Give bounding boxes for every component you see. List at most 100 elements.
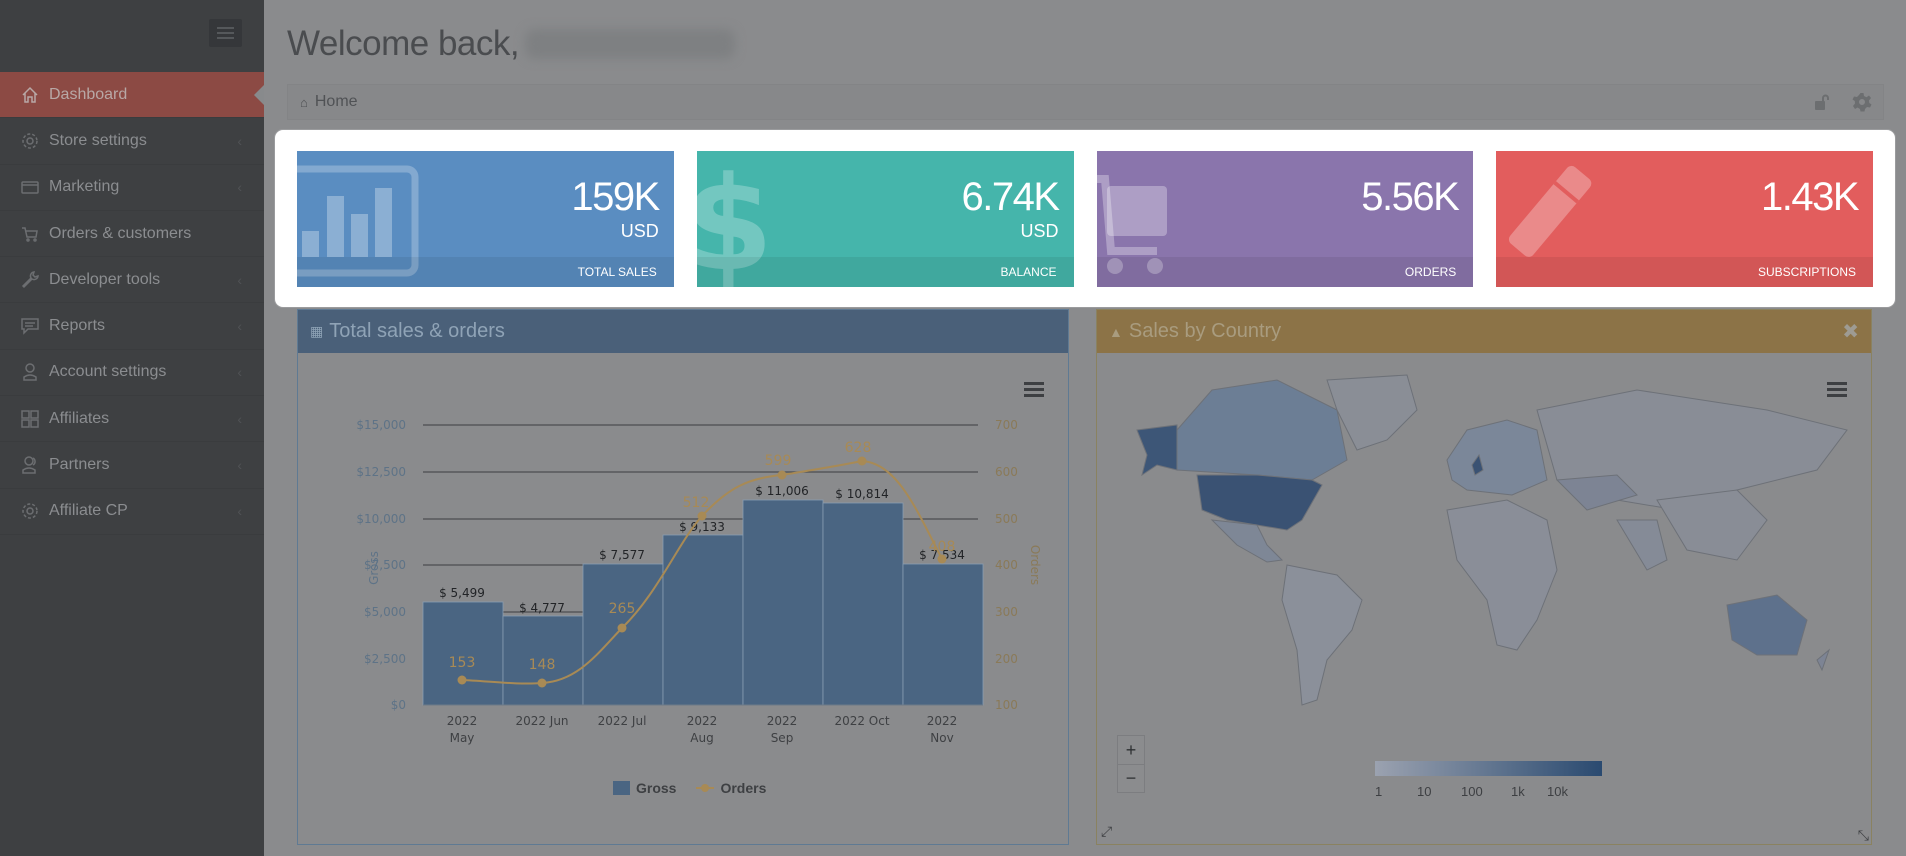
- stat-value: 6.74K: [961, 175, 1060, 219]
- bank-icon: ▲: [1109, 323, 1123, 340]
- legend-label: Gross: [636, 780, 677, 796]
- resize-icon[interactable]: ⤡: [1857, 827, 1869, 843]
- svg-text:$ 11,006: $ 11,006: [755, 484, 808, 498]
- menu-bar: [217, 32, 234, 34]
- svg-text:$5,000: $5,000: [364, 605, 406, 619]
- sidebar-item-dashboard[interactable]: Dashboard: [0, 72, 264, 119]
- breadcrumb-home-link[interactable]: Home: [314, 93, 358, 110]
- sidebar-nav: Dashboard Store settings ‹ Marketing ‹ O…: [0, 72, 264, 535]
- chevron-left-icon: ‹: [237, 364, 242, 381]
- chart-icon: ▦: [310, 323, 324, 339]
- svg-text:2022: 2022: [687, 714, 718, 728]
- sidebar: Dashboard Store settings ‹ Marketing ‹ O…: [0, 0, 264, 856]
- zoom-out-button[interactable]: −: [1118, 764, 1144, 792]
- breadcrumb: ⌂ Home: [287, 84, 1884, 120]
- dollar-icon: $: [697, 151, 767, 287]
- map-menu-button[interactable]: [1827, 382, 1847, 397]
- svg-text:400: 400: [995, 558, 1018, 572]
- svg-text:$15,000: $15,000: [356, 418, 406, 432]
- chat-icon: [19, 315, 41, 337]
- page-title: Welcome back,: [287, 24, 736, 64]
- sidebar-item-label: Partners: [49, 456, 110, 474]
- sidebar-item-affiliates[interactable]: Affiliates ‹: [0, 396, 264, 443]
- stat-unit: USD: [1020, 221, 1059, 241]
- home-icon: ⌂: [300, 94, 308, 110]
- svg-text:Nov: Nov: [930, 731, 953, 745]
- svg-text:$ 9,133: $ 9,133: [679, 520, 725, 534]
- sidebar-toggle-button[interactable]: [209, 19, 242, 47]
- zoom-in-button[interactable]: +: [1125, 739, 1137, 760]
- pencil-icon: [1509, 165, 1592, 257]
- svg-text:$ 5,499: $ 5,499: [439, 586, 485, 600]
- unlock-icon[interactable]: [1811, 91, 1833, 113]
- stat-value: 159K: [571, 175, 660, 219]
- gear-icon[interactable]: [1851, 91, 1873, 113]
- svg-text:Gross: Gross: [367, 551, 381, 585]
- menu-bar: [1827, 388, 1847, 391]
- svg-text:2022 Jun: 2022 Jun: [515, 714, 568, 728]
- svg-text:100: 100: [995, 698, 1018, 712]
- sidebar-item-label: Developer tools: [49, 270, 161, 288]
- sidebar-item-label: Marketing: [49, 178, 120, 196]
- stats-tiles: 159K USD TOTAL SALES $ 6.74K USD BALANCE…: [275, 130, 1895, 307]
- svg-text:500: 500: [995, 512, 1018, 526]
- chart-menu-button[interactable]: [1024, 382, 1044, 397]
- stat-tile-subscriptions[interactable]: 1.43K SUBSCRIPTIONS: [1496, 151, 1873, 287]
- svg-text:$12,500: $12,500: [356, 465, 406, 479]
- sidebar-item-reports[interactable]: Reports ‹: [0, 303, 264, 350]
- chevron-left-icon: ‹: [237, 132, 242, 149]
- panel-header: ▦ Total sales & orders: [298, 310, 1068, 353]
- svg-text:300: 300: [995, 605, 1018, 619]
- svg-text:2022 Oct: 2022 Oct: [834, 714, 889, 728]
- chevron-left-icon: ‹: [237, 503, 242, 520]
- svg-text:700: 700: [995, 418, 1018, 432]
- color-axis-labels: 1 10 100 1k 10k: [1367, 784, 1617, 800]
- sidebar-item-affiliate-cp[interactable]: Affiliate CP ‹: [0, 489, 264, 535]
- panel-title: Sales by Country: [1128, 320, 1282, 342]
- sidebar-item-orders-customers[interactable]: Orders & customers: [0, 211, 264, 258]
- world-map[interactable]: [1117, 370, 1857, 730]
- svg-text:$0: $0: [391, 698, 406, 712]
- svg-text:Orders: Orders: [1028, 545, 1042, 585]
- sidebar-item-partners[interactable]: Partners ‹: [0, 442, 264, 489]
- svg-text:$10,000: $10,000: [356, 512, 406, 526]
- legend-gross[interactable]: Gross: [613, 780, 676, 796]
- users-icon: [19, 454, 41, 476]
- svg-text:265: 265: [609, 601, 636, 617]
- color-axis-gradient: [1375, 761, 1602, 776]
- stat-tile-balance[interactable]: $ 6.74K USD BALANCE: [696, 151, 1074, 287]
- sidebar-item-label: Account settings: [49, 363, 167, 381]
- svg-text:Aug: Aug: [690, 731, 713, 745]
- panel-title: Total sales & orders: [329, 320, 505, 342]
- svg-text:2022: 2022: [927, 714, 958, 728]
- sidebar-item-marketing[interactable]: Marketing ‹: [0, 165, 264, 211]
- sales-by-country-panel: ▲ Sales by Country ✖: [1096, 309, 1872, 845]
- stat-tile-orders[interactable]: 5.56K ORDERS: [1096, 151, 1474, 287]
- chevron-left-icon: ‹: [237, 179, 242, 196]
- chart-legend: Gross Orders: [613, 780, 766, 796]
- svg-text:2022: 2022: [767, 714, 798, 728]
- menu-bar: [217, 27, 234, 29]
- menu-bar: [1827, 394, 1847, 397]
- close-icon[interactable]: ✖: [1842, 321, 1859, 343]
- sidebar-item-label: Dashboard: [49, 85, 128, 103]
- sidebar-item-account-settings[interactable]: Account settings ‹: [0, 350, 264, 397]
- sales-chart: $15,000 $12,500 $10,000 $7,500 $5,000 $2…: [356, 418, 1042, 745]
- color-axis-label: 1: [1375, 784, 1383, 799]
- svg-text:$ 4,777: $ 4,777: [519, 601, 565, 615]
- legend-line-marker: [696, 784, 715, 792]
- home-icon: [19, 84, 41, 106]
- stat-value: 1.43K: [1760, 175, 1860, 219]
- svg-text:628: 628: [845, 440, 872, 456]
- color-axis-label: 100: [1461, 784, 1483, 799]
- sidebar-item-label: Store settings: [49, 131, 147, 149]
- stat-tile-total-sales[interactable]: 159K USD TOTAL SALES: [297, 151, 674, 287]
- user-icon: [19, 361, 41, 383]
- expand-icon[interactable]: ⤢: [1101, 823, 1113, 839]
- sidebar-item-developer-tools[interactable]: Developer tools ‹: [0, 257, 264, 304]
- sidebar-item-store-settings[interactable]: Store settings ‹: [0, 118, 264, 165]
- panel-header: ▲ Sales by Country: [1097, 310, 1871, 353]
- bar-chart-icon: [297, 165, 419, 277]
- chevron-left-icon: ‹: [237, 457, 242, 474]
- legend-orders[interactable]: Orders: [696, 780, 766, 796]
